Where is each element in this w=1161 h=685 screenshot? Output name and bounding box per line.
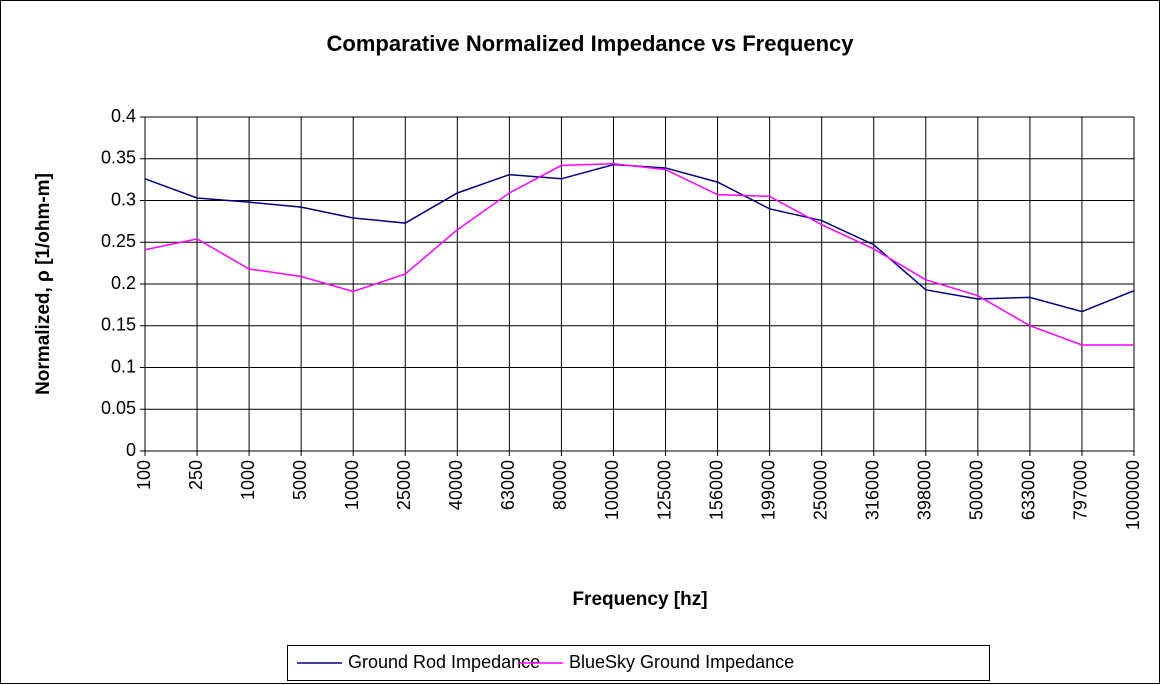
legend-box [287, 645, 990, 681]
x-tick-label: 633000 [1019, 460, 1039, 520]
y-tick-label: 0.05 [101, 398, 136, 418]
x-tick-label: 1000 [238, 460, 258, 500]
x-tick-label: 1000000 [1123, 460, 1143, 530]
x-tick-label: 797000 [1071, 460, 1091, 520]
x-tick-label: 25000 [394, 460, 414, 510]
x-tick-label: 199000 [758, 460, 778, 520]
y-tick-label: 0.2 [111, 273, 136, 293]
y-axis-title: Normalized, ρ [1/ohm-m] [33, 173, 54, 395]
x-tick-label: 250000 [810, 460, 830, 520]
y-tick-label: 0.35 [101, 148, 136, 168]
x-tick-label: 100 [134, 460, 154, 490]
x-tick-label: 63000 [498, 460, 518, 510]
x-tick-label: 5000 [290, 460, 310, 500]
x-tick-label: 125000 [654, 460, 674, 520]
y-tick-label: 0.15 [101, 315, 136, 335]
x-tick-label: 80000 [550, 460, 570, 510]
y-tick-label: 0.4 [111, 106, 136, 126]
x-axis-title: Frequency [hz] [572, 589, 707, 610]
legend-label: BlueSky Ground Impedance [569, 652, 794, 672]
x-tick-label: 10000 [342, 460, 362, 510]
x-tick-label: 156000 [706, 460, 726, 520]
legend-label: Ground Rod Impedance [348, 652, 540, 672]
x-tick-label: 100000 [602, 460, 622, 520]
data-line [144, 163, 1134, 346]
x-tick-label: 500000 [967, 460, 987, 520]
y-tick-label: 0.3 [111, 189, 136, 209]
x-tick-label: 250 [186, 460, 206, 490]
x-tick-label: 398000 [915, 460, 935, 520]
y-tick-label: 0 [126, 440, 136, 460]
y-tick-label: 0.25 [101, 231, 136, 251]
y-tick-label: 0.1 [111, 356, 136, 376]
x-tick-label: 40000 [446, 460, 466, 510]
x-tick-label: 316000 [862, 460, 882, 520]
chart-title: Comparative Normalized Impedance vs Freq… [327, 31, 855, 56]
